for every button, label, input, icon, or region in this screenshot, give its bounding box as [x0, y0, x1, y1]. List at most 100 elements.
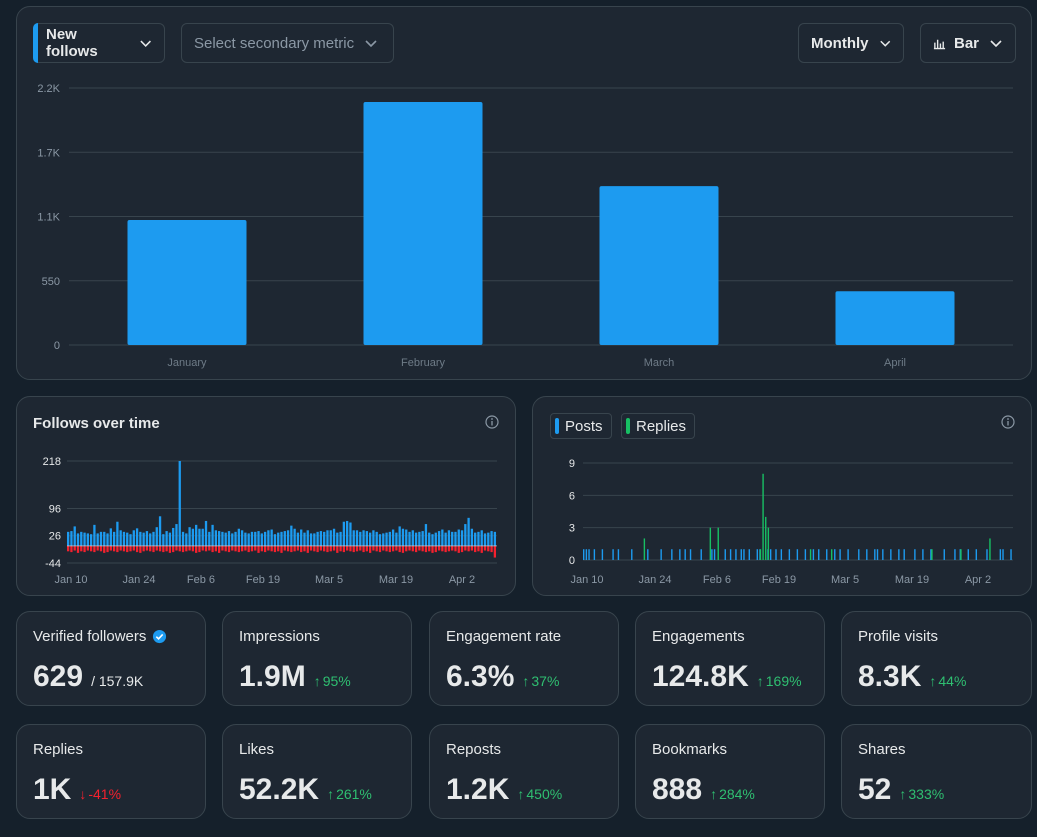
legend-posts[interactable]: Posts [550, 413, 612, 439]
metric-card-engagement-rate[interactable]: Engagement rate 6.3% ↑ 37% [429, 611, 619, 706]
follows-bar [457, 529, 460, 546]
posts-bar [724, 549, 726, 560]
unfollows-bar [405, 545, 408, 552]
metric-card-likes[interactable]: Likes 52.2K ↑ 261% [222, 724, 412, 819]
primary-metric-accent [33, 23, 38, 63]
posts-bar [583, 549, 585, 560]
metric-label-text: Profile visits [858, 628, 939, 645]
arrow-up-icon: ↑ [899, 786, 907, 802]
legend-replies-label: Replies [636, 417, 687, 435]
unfollows-bar [119, 545, 122, 551]
unfollows-bar [70, 545, 73, 553]
info-icon[interactable] [1001, 415, 1015, 429]
unfollows-bar [162, 545, 165, 553]
follows-bar [231, 533, 234, 546]
unfollows-bar [454, 545, 457, 552]
metric-label-text: Engagements [652, 628, 745, 645]
follows-bar [309, 533, 313, 546]
metric-value-text: 124.8K [652, 660, 749, 693]
unfollows-bar [231, 545, 234, 551]
posts-bar [903, 549, 905, 560]
unfollows-bar [145, 545, 149, 551]
metric-delta-text: 37% [531, 673, 560, 689]
unfollows-bar [309, 545, 313, 551]
unfollows-bar [437, 545, 441, 551]
metric-card-reposts[interactable]: Reposts 1.2K ↑ 450% [429, 724, 619, 819]
chart-type-dropdown[interactable]: Bar [920, 23, 1016, 63]
follows-bar [263, 531, 267, 546]
posts-bar [975, 549, 978, 560]
unfollows-bar [395, 545, 398, 551]
y-tick-label: 218 [43, 456, 61, 468]
metric-value: 629 / 157.9K [33, 660, 143, 694]
unfollows-bar [342, 545, 346, 553]
interval-dropdown[interactable]: Monthly [798, 23, 904, 63]
y-tick-label: 0 [54, 340, 60, 352]
y-tick-label: 6 [569, 490, 575, 502]
x-tick-label: Mar 5 [831, 574, 859, 586]
follows-bar [191, 528, 195, 546]
posts-bar [847, 549, 849, 560]
metric-value-text: 1.9M [239, 660, 306, 693]
follows-bar [382, 533, 385, 546]
replies-bar [809, 549, 812, 560]
posts-bar [631, 549, 633, 560]
new-follows-bar-chart: 0 550 1.1K 1.7K 2.2K January February March Apri… [37, 83, 1013, 369]
unfollows-bar [480, 545, 483, 553]
unfollows-bar [290, 545, 293, 553]
follows-bar [103, 531, 106, 546]
chevron-down-icon [365, 40, 377, 48]
metric-card-shares[interactable]: Shares 52 ↑ 333% [841, 724, 1032, 819]
unfollows-bar [93, 545, 96, 553]
follows-bar [93, 524, 96, 546]
metric-card-impressions[interactable]: Impressions 1.9M ↑ 95% [222, 611, 412, 706]
unfollows-bar [408, 545, 411, 551]
info-icon[interactable] [485, 415, 499, 429]
metric-card-verified-followers[interactable]: Verified followers 629 / 157.9K [16, 611, 206, 706]
follows-bar [178, 461, 181, 546]
unfollows-bar [178, 545, 181, 552]
replies-swatch [626, 418, 630, 434]
follows-bar [116, 521, 119, 546]
unfollows-bar [346, 545, 349, 551]
replies-bar [989, 538, 991, 560]
follows-bar [76, 533, 80, 546]
metric-card-profile-visits[interactable]: Profile visits 8.3K ↑ 44% [841, 611, 1032, 706]
unfollows-bar [316, 545, 319, 553]
follows-bar [172, 527, 175, 546]
follows-bar [352, 530, 355, 546]
unfollows-bar [447, 545, 451, 552]
y-tick-label: 550 [42, 276, 60, 288]
unfollows-bar [382, 545, 385, 551]
follows-bar [421, 531, 424, 546]
replies-bar [762, 473, 764, 560]
unfollows-bar [467, 545, 470, 552]
unfollows-bar [217, 545, 221, 553]
follows-bar [329, 530, 332, 546]
legend-replies[interactable]: Replies [621, 413, 696, 439]
follows-bar [126, 532, 129, 546]
unfollows-bar [73, 545, 76, 551]
primary-metric-dropdown[interactable]: New follows [33, 23, 165, 63]
y-tick-label: 2.2K [37, 83, 60, 95]
follows-bar [106, 533, 109, 546]
posts-bar [729, 549, 732, 560]
legend-posts-label: Posts [565, 417, 603, 435]
metric-label: Reposts [446, 741, 501, 758]
posts-bar [713, 549, 716, 560]
metric-value: 888 ↑ 284% [652, 773, 755, 807]
follows-bar [181, 531, 185, 546]
unfollows-bar [362, 545, 365, 553]
secondary-metric-dropdown[interactable]: Select secondary metric [181, 23, 394, 63]
metric-card-replies[interactable]: Replies 1K ↓ -41% [16, 724, 206, 819]
y-tick-label: 3 [569, 523, 575, 535]
metric-card-bookmarks[interactable]: Bookmarks 888 ↑ 284% [635, 724, 825, 819]
unfollows-bar [372, 545, 375, 551]
unfollows-bar [158, 545, 162, 552]
posts-bar [711, 549, 713, 560]
unfollows-bar [129, 545, 132, 552]
posts-bar [876, 549, 879, 560]
metric-card-engagements[interactable]: Engagements 124.8K ↑ 169% [635, 611, 825, 706]
metric-delta-text: 169% [765, 673, 802, 689]
follows-bar [109, 528, 112, 546]
